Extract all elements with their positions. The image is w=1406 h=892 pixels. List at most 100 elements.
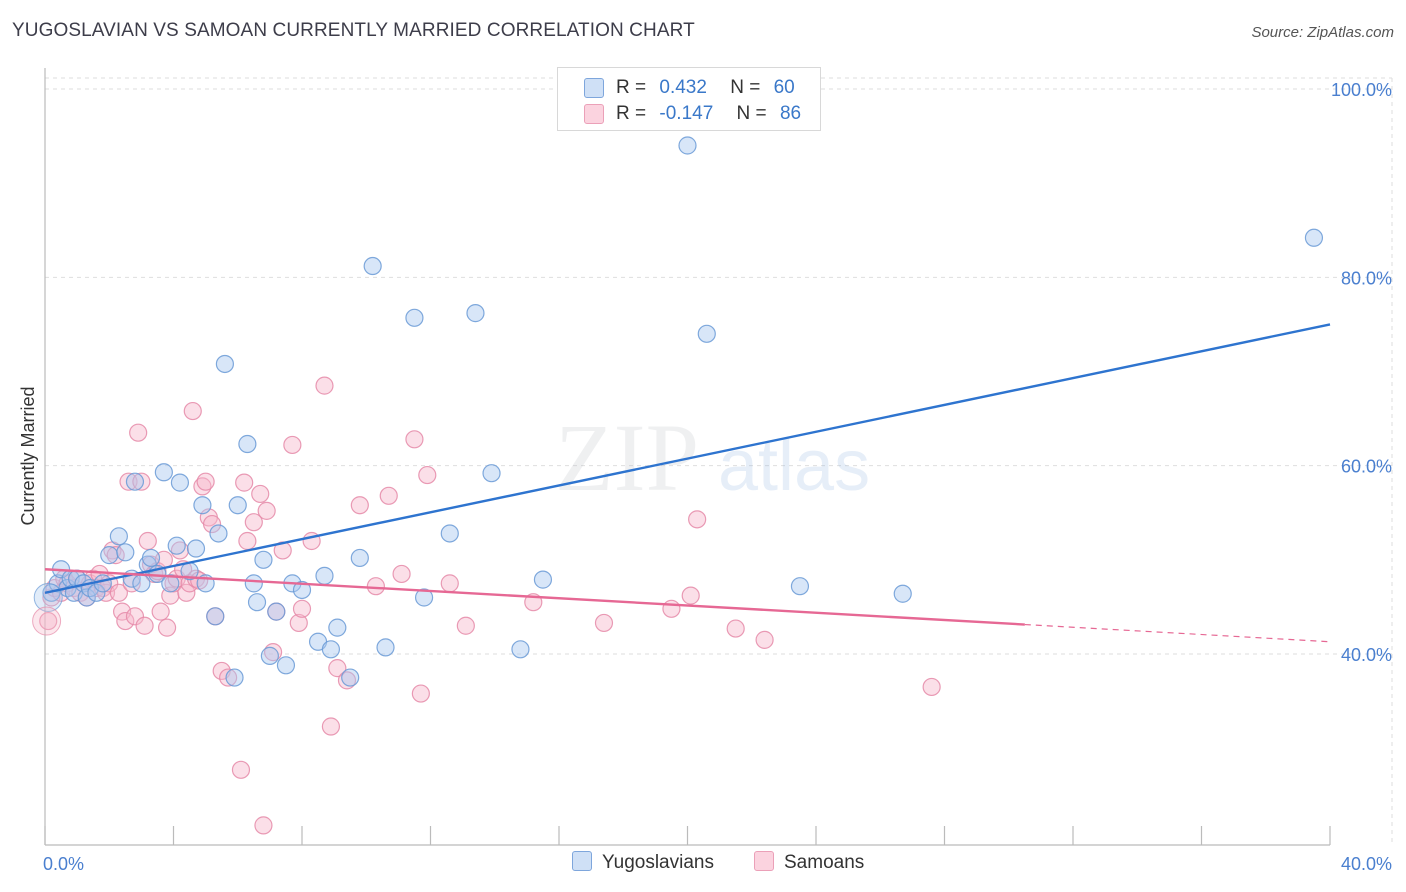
samoan-cluster-point [32, 606, 62, 636]
x-tick-label: 0.0% [43, 854, 84, 874]
tick-labels: 100.0% 80.0% 60.0% 40.0% 0.0% 40.0% [43, 80, 1392, 874]
samoan-point [151, 602, 170, 621]
samoan-point [328, 659, 347, 678]
yugoslavian-trend-line [44, 323, 1331, 594]
yugoslavian-point [276, 656, 296, 675]
samoan-point [289, 613, 308, 633]
samoan-point [379, 486, 398, 505]
legend-label: Samoans [784, 852, 865, 873]
legend-n-value: 86 [779, 103, 802, 124]
samoan-point [157, 618, 177, 637]
samoan-point [196, 472, 215, 491]
samoan-point [350, 496, 369, 515]
legend-item-yugoslavians[interactable]: Yugoslavians [572, 851, 714, 874]
samoan-point [39, 611, 58, 631]
samoan-point [231, 760, 251, 779]
yugoslavian-point [215, 354, 234, 374]
yugoslavian-point [363, 256, 382, 276]
legend-n-label: N = [736, 103, 767, 124]
legend-swatch-pink [584, 104, 604, 124]
yugoslavian-point [414, 588, 434, 607]
yugoslavian-point [440, 524, 459, 543]
samoan-point [688, 510, 707, 529]
yugoslavian-point [125, 472, 145, 491]
yugoslavian-point [321, 640, 341, 659]
samoan-point [392, 564, 411, 584]
yugoslavian-point [328, 618, 347, 637]
samoan-point [662, 599, 681, 618]
watermark-atlas: atlas [718, 426, 870, 506]
samoan-point [366, 577, 385, 596]
data-points [32, 136, 1324, 835]
axes [44, 68, 1331, 846]
samoan-point [321, 717, 341, 736]
samoan-point [138, 531, 157, 551]
yugoslavian-point [697, 324, 716, 343]
yugoslavian-point [533, 570, 553, 589]
x-tick-label: 40.0% [1341, 854, 1392, 874]
yugoslavian-point [678, 136, 697, 155]
samoan-point [109, 583, 128, 602]
samoan-point [755, 630, 774, 649]
y-tick-label: 100.0% [1331, 80, 1392, 100]
samoan-point [125, 607, 145, 626]
samoan-point [411, 684, 430, 703]
samoan-point [315, 376, 334, 395]
samoan-trend-extension [1024, 623, 1331, 643]
chart-title: YUGOSLAVIAN VS SAMOAN CURRENTLY MARRIED … [12, 20, 695, 41]
yugoslavian-point [511, 640, 530, 659]
yugoslavian-point [247, 593, 267, 612]
yugoslavian-point [238, 434, 257, 454]
legend-n-value: 60 [773, 77, 795, 98]
samoan-point [129, 423, 148, 442]
yugoslavian-point [87, 583, 106, 602]
legend-item-samoans[interactable]: Samoans [754, 851, 864, 874]
samoan-point [219, 668, 238, 687]
yugoslavian-point [1304, 228, 1324, 247]
samoan-point [292, 599, 312, 618]
legend-r-value: 0.432 [659, 77, 707, 98]
yugoslavian-point [93, 574, 112, 593]
yugoslavian-point [376, 638, 395, 657]
yugoslavian-point [167, 536, 186, 555]
yugoslavian-point [254, 550, 273, 569]
legend-r-label: R = [616, 103, 647, 124]
watermark: ZIP atlas [555, 404, 870, 511]
y-tick-label: 40.0% [1341, 645, 1392, 665]
trend-lines [44, 323, 1331, 643]
yugoslavian-point [893, 584, 912, 603]
yugoslavian-point [341, 668, 360, 687]
samoan-point [238, 531, 257, 551]
samoan-point [257, 501, 276, 520]
yugoslavian-point [116, 543, 135, 562]
legend-swatch-blue [584, 78, 604, 98]
y-axis-label: Currently Married [18, 386, 38, 525]
samoan-point [254, 816, 273, 835]
yugoslavian-point [482, 464, 501, 483]
source-label: Source: ZipAtlas.com [1251, 24, 1394, 41]
yugoslavian-point [100, 546, 119, 565]
watermark-zip: ZIP [555, 404, 699, 511]
yugoslavian-point [244, 574, 263, 593]
yugoslavian-point [405, 308, 424, 327]
yugoslavian-point [193, 496, 212, 515]
samoan-point [251, 484, 270, 504]
yugoslavian-point [109, 527, 128, 546]
yugoslavian-point [350, 548, 369, 568]
yugoslavian-point [228, 496, 247, 515]
y-tick-label: 80.0% [1341, 268, 1392, 288]
samoan-point [681, 586, 700, 605]
samoan-trend-line [44, 568, 1025, 626]
samoan-point [283, 435, 302, 455]
samoan-point [456, 616, 475, 635]
yugoslavian-point [790, 577, 810, 596]
yugoslavian-point [154, 463, 173, 482]
yugoslavian-point [132, 574, 151, 593]
samoan-point [132, 472, 151, 491]
samoan-point [235, 473, 254, 492]
samoan-point [337, 671, 357, 690]
samoan-point [922, 677, 941, 697]
samoan-point [244, 513, 263, 532]
samoan-point [440, 574, 459, 593]
yugoslavian-point [292, 580, 312, 600]
